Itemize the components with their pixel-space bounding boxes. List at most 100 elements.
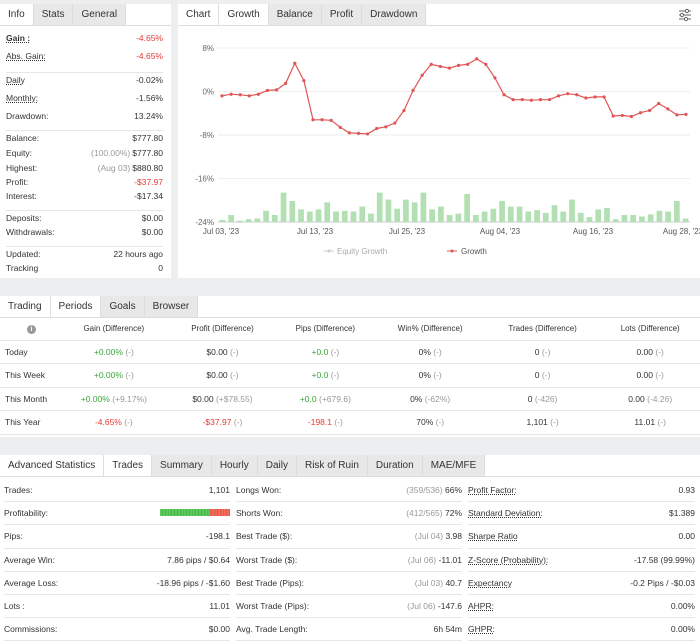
stat-value-text: 1,101: [208, 485, 230, 496]
cell-value: 0: [534, 346, 540, 357]
tab-trades[interactable]: Trades: [104, 455, 153, 476]
cell-difference: (-): [330, 370, 340, 381]
info-icon[interactable]: i: [27, 324, 36, 334]
cell-value: 0: [534, 370, 540, 381]
equity-bar: [604, 208, 610, 222]
stat-label: Profit Factor:: [468, 485, 517, 496]
cell-value: $0.00: [192, 393, 214, 404]
y-tick-label: 0%: [202, 88, 214, 97]
cell-difference: (+9.17%): [112, 393, 147, 404]
info-label: Daily: [6, 75, 25, 85]
tab-growth[interactable]: Growth: [219, 4, 269, 25]
cell-difference: (-): [334, 417, 343, 428]
growth-point: [402, 108, 406, 113]
stat-value-text: 0.93: [678, 485, 695, 496]
cell-difference: (-62%): [424, 393, 451, 404]
equity-bar: [446, 215, 453, 222]
equity-bar: [236, 220, 243, 222]
tab-periods[interactable]: Periods: [50, 296, 102, 317]
stat-value-text: 66%: [444, 485, 462, 496]
tab-balance[interactable]: Balance: [268, 4, 322, 25]
info-value-text: -0.02%: [136, 75, 163, 85]
stat-value: [160, 508, 230, 518]
table-cell: 0% (-): [375, 363, 485, 388]
tab-mae-mfe[interactable]: MAE/MFE: [422, 455, 486, 476]
tab-general[interactable]: General: [73, 4, 127, 25]
cell-difference: (-4.26): [647, 393, 673, 404]
tab-trading[interactable]: Trading: [0, 296, 51, 317]
tab-drawdown[interactable]: Drawdown: [362, 4, 427, 25]
equity-bar: [324, 202, 331, 222]
sliders-icon[interactable]: [678, 8, 692, 22]
tab-summary[interactable]: Summary: [152, 455, 212, 476]
info-value: (Aug 03) $880.80: [98, 163, 163, 173]
stat-row: GHPR: 0.00%: [468, 618, 695, 642]
row-label: This Month: [0, 387, 58, 411]
divider: [6, 130, 163, 131]
tab-daily[interactable]: Daily: [257, 455, 297, 476]
tab-goals[interactable]: Goals: [101, 296, 145, 317]
info-value-text: $777.80: [132, 133, 163, 143]
tab-duration[interactable]: Duration: [367, 455, 423, 476]
stat-value: -0.2 Pips / -$0.03: [630, 578, 695, 588]
equity-bar: [298, 209, 304, 222]
cell-difference: (-): [435, 417, 445, 428]
stat-note: (Jul 06): [407, 601, 436, 612]
table-cell: 0% (-): [375, 340, 485, 364]
growth-point: [493, 76, 497, 80]
stat-label: Expectancy: [468, 577, 512, 588]
table-cell: 0 (-426): [484, 387, 601, 411]
info-label: Interest:: [6, 191, 37, 201]
chart-title: Chart: [178, 4, 220, 25]
tab-profit[interactable]: Profit: [321, 4, 363, 25]
chart-legend: Equity Growth Growth: [324, 247, 487, 256]
tab-advanced-statistics[interactable]: Advanced Statistics: [0, 455, 105, 476]
growth-point: [229, 92, 233, 96]
cell-difference: (-): [550, 417, 559, 428]
tab-hourly[interactable]: Hourly: [211, 455, 258, 476]
stat-value-text: 40.7: [445, 577, 462, 588]
tab-info[interactable]: Info: [0, 4, 34, 25]
info-label: Balance:: [6, 133, 40, 143]
cell-difference: (-): [124, 417, 133, 428]
growth-point: [447, 66, 452, 70]
row-label: This Year: [0, 410, 58, 435]
cell-difference: (-): [655, 370, 664, 381]
growth-point: [538, 98, 543, 102]
stat-label: Worst Trade ($):: [236, 554, 298, 565]
equity-bar: [385, 199, 392, 222]
info-value-text: -4.65%: [136, 33, 163, 43]
stat-label: Sharpe Ratio: [468, 531, 518, 542]
stat-value-text: -198.1: [205, 531, 230, 542]
stat-row: Profitability:: [4, 502, 230, 526]
trading-tabs: Trading Periods Goals Browser: [0, 296, 700, 318]
growth-point: [338, 125, 342, 129]
info-value: 0: [158, 263, 163, 273]
equity-bar: [499, 201, 505, 222]
stat-value: (Jul 03) 40.7: [415, 578, 462, 588]
equity-bar: [490, 208, 497, 222]
equity-bar: [630, 215, 637, 222]
periods-table: i Gain (Difference) Profit (Difference) Pip…: [0, 318, 700, 435]
info-label: Monthly:: [6, 93, 39, 103]
stat-value-text: -11.01: [438, 554, 462, 565]
tab-stats[interactable]: Stats: [33, 4, 74, 25]
info-row: Tracking 0: [6, 261, 163, 275]
growth-point: [511, 98, 515, 102]
growth-point: [320, 118, 324, 122]
equity-bar: [403, 199, 409, 222]
equity-bar: [263, 210, 269, 222]
cell-value: 0: [527, 393, 533, 404]
tab-risk-of-ruin[interactable]: Risk of Ruin: [296, 455, 368, 476]
cell-difference: (-): [125, 370, 134, 381]
stat-value-text: $1.389: [669, 508, 695, 519]
table-cell: 0.00 (-): [600, 363, 700, 388]
chart-tabs: Chart Growth Balance Profit Drawdown: [178, 4, 700, 26]
stat-row: Best Trade (Pips): (Jul 03) 40.7: [236, 572, 462, 595]
row-label: This Week: [0, 363, 58, 388]
divider: [6, 246, 163, 247]
stat-label: Shorts Won:: [236, 508, 283, 519]
growth-point: [638, 111, 643, 115]
stat-row: Average Win: 7.86 pips / $0.64: [4, 549, 230, 572]
tab-browser[interactable]: Browser: [144, 296, 199, 317]
